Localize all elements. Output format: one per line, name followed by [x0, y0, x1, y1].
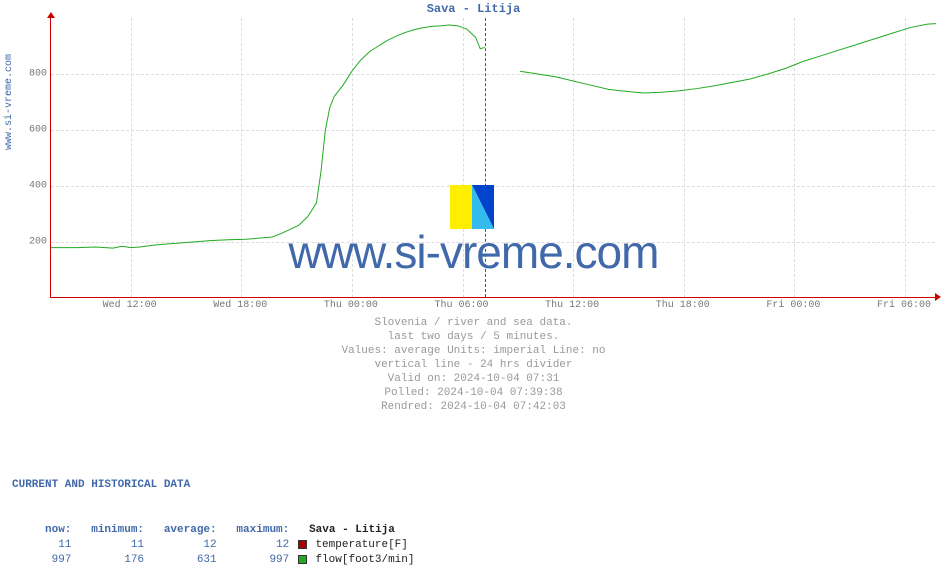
x-tick-label: Wed 12:00: [103, 300, 157, 311]
caption-line: Slovenia / river and sea data.: [0, 316, 947, 330]
caption-line: Values: average Units: imperial Line: no: [0, 344, 947, 358]
x-tick-label: Fri 00:00: [766, 300, 820, 311]
series-swatch-icon: [298, 555, 307, 564]
flow-line-series: [51, 18, 935, 297]
series-label: temperature[F]: [309, 539, 408, 551]
chart-title: Sava - Litija: [0, 2, 947, 16]
x-tick-label: Fri 06:00: [877, 300, 931, 311]
stats-row: 997 176 631 997 flow[foot3/min]: [12, 553, 414, 568]
caption-line: Valid on: 2024-10-04 07:31: [0, 372, 947, 386]
x-tick-label: Thu 18:00: [656, 300, 710, 311]
y-tick-label: 400: [17, 181, 47, 192]
x-tick-label: Thu 06:00: [435, 300, 489, 311]
y-tick-label: 600: [17, 125, 47, 136]
stats-row: 11 11 12 12 temperature[F]: [12, 538, 414, 553]
stats-columns: now: minimum: average: maximum: Sava - L…: [12, 523, 414, 538]
y-tick-label: 800: [17, 69, 47, 80]
caption-line: vertical line - 24 hrs divider: [0, 358, 947, 372]
caption-line: Rendred: 2024-10-04 07:42:03: [0, 400, 947, 414]
y-tick-label: 200: [17, 237, 47, 248]
series-swatch-icon: [298, 540, 307, 549]
x-tick-label: Thu 12:00: [545, 300, 599, 311]
x-tick-label: Wed 18:00: [213, 300, 267, 311]
chart-plot-area: [50, 18, 935, 298]
x-tick-label: Thu 00:00: [324, 300, 378, 311]
y-axis-label-left: www.si-vreme.com: [4, 54, 15, 150]
chart-caption: Slovenia / river and sea data. last two …: [0, 316, 947, 414]
watermark-logo-icon: [450, 185, 494, 229]
stats-block: CURRENT AND HISTORICAL DATA now: minimum…: [12, 448, 414, 583]
caption-line: Polled: 2024-10-04 07:39:38: [0, 386, 947, 400]
caption-line: last two days / 5 minutes.: [0, 330, 947, 344]
series-label: flow[foot3/min]: [309, 554, 415, 566]
stats-header: CURRENT AND HISTORICAL DATA: [12, 478, 414, 493]
x-axis-arrow-icon: [935, 293, 941, 301]
